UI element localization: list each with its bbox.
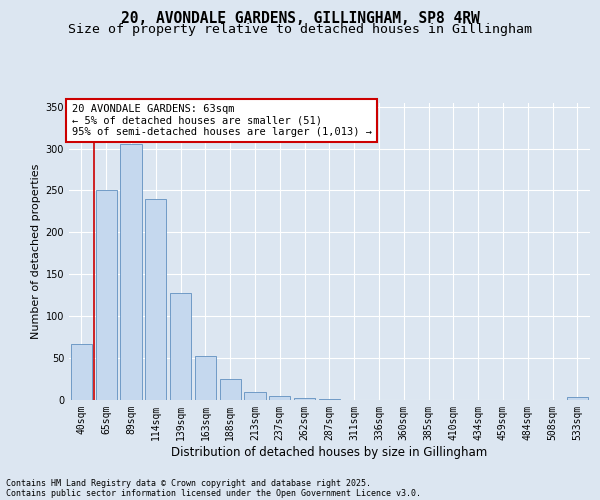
Bar (244, 392, 266, 400)
Text: Contains public sector information licensed under the Open Government Licence v3: Contains public sector information licen… (6, 488, 421, 498)
X-axis label: Distribution of detached houses by size in Gillingham: Distribution of detached houses by size … (171, 446, 488, 458)
Bar (195, 356, 216, 400)
Bar (567, 398, 588, 400)
Bar (269, 396, 290, 400)
Y-axis label: Number of detached properties: Number of detached properties (31, 164, 41, 339)
Text: Contains HM Land Registry data © Crown copyright and database right 2025.: Contains HM Land Registry data © Crown c… (6, 478, 371, 488)
Text: 20 AVONDALE GARDENS: 63sqm
← 5% of detached houses are smaller (51)
95% of semi-: 20 AVONDALE GARDENS: 63sqm ← 5% of detac… (71, 104, 371, 137)
Bar (319, 399, 340, 400)
Bar (145, 199, 166, 400)
Bar (170, 292, 191, 400)
Bar (71, 344, 92, 400)
Text: Size of property relative to detached houses in Gillingham: Size of property relative to detached ho… (68, 24, 532, 36)
Bar (220, 379, 241, 400)
Text: 20, AVONDALE GARDENS, GILLINGHAM, SP8 4RW: 20, AVONDALE GARDENS, GILLINGHAM, SP8 4R… (121, 11, 479, 26)
Bar (294, 398, 315, 400)
Bar (95, 190, 117, 400)
Bar (121, 144, 142, 400)
